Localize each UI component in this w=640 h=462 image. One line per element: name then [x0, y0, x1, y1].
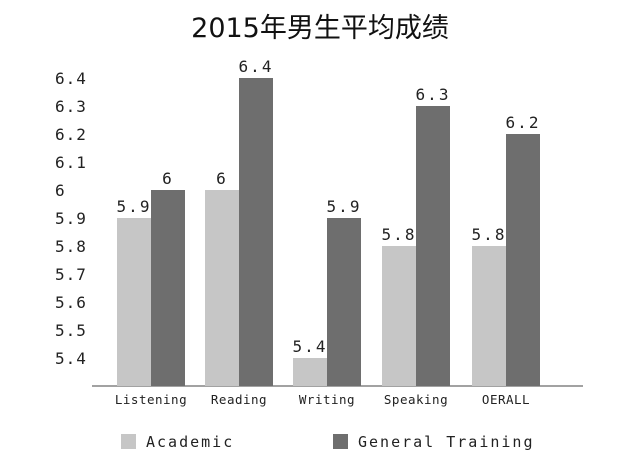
bar-academic — [205, 190, 239, 386]
y-tick-label: 5.7 — [55, 265, 87, 284]
bar-data-label: 5.8 — [382, 225, 417, 244]
bar-academic — [293, 358, 327, 386]
bar-data-label: 6.4 — [239, 57, 274, 76]
bar-academic — [472, 246, 506, 386]
x-tick-label: Listening — [115, 392, 187, 407]
y-tick-label: 5.9 — [55, 209, 87, 228]
bar-general-training — [506, 134, 540, 386]
x-axis-tick-labels: Listening Reading Writing Speaking OERALL — [115, 392, 530, 407]
chart-title: 2015年男生平均成绩 — [191, 13, 449, 44]
x-tick-label: Reading — [211, 392, 267, 407]
y-tick-label: 6.2 — [55, 125, 87, 144]
bar-academic — [117, 218, 151, 386]
bar-data-label: 6 — [216, 169, 228, 188]
y-tick-label: 6.3 — [55, 97, 87, 116]
legend-swatch — [121, 434, 136, 449]
y-tick-label: 6.4 — [55, 69, 87, 88]
bar-data-label: 5.9 — [327, 197, 362, 216]
bar-data-label: 6.2 — [506, 113, 541, 132]
bar-general-training — [416, 106, 450, 386]
bar-general-training — [151, 190, 185, 386]
bar-data-label: 6 — [162, 169, 174, 188]
y-tick-label: 6 — [55, 181, 66, 200]
y-tick-label: 5.5 — [55, 321, 87, 340]
x-tick-label: Writing — [299, 392, 355, 407]
legend-label: General Training — [358, 433, 535, 451]
bar-general-training — [327, 218, 361, 386]
y-tick-label: 5.6 — [55, 293, 87, 312]
bar-data-label: 5.4 — [293, 337, 328, 356]
bar-data-label: 5.8 — [472, 225, 507, 244]
y-axis-tick-labels: 5.4 5.5 5.6 5.7 5.8 5.9 6 6.1 6.2 6.3 6.4 — [55, 69, 87, 368]
y-tick-label: 5.8 — [55, 237, 87, 256]
x-tick-label: OERALL — [482, 392, 530, 407]
bar-data-label: 5.9 — [117, 197, 152, 216]
bar-data-label: 6.3 — [416, 85, 451, 104]
legend-swatch — [333, 434, 348, 449]
legend: Academic General Training — [121, 433, 535, 451]
y-tick-label: 5.4 — [55, 349, 87, 368]
y-tick-label: 6.1 — [55, 153, 87, 172]
bar-groups: 5.9 6 6 6.4 5.4 5.9 5.8 6.3 5.8 6.2 — [117, 57, 541, 386]
bar-academic — [382, 246, 416, 386]
legend-label: Academic — [146, 433, 234, 451]
x-tick-label: Speaking — [384, 392, 448, 407]
bar-general-training — [239, 78, 273, 386]
